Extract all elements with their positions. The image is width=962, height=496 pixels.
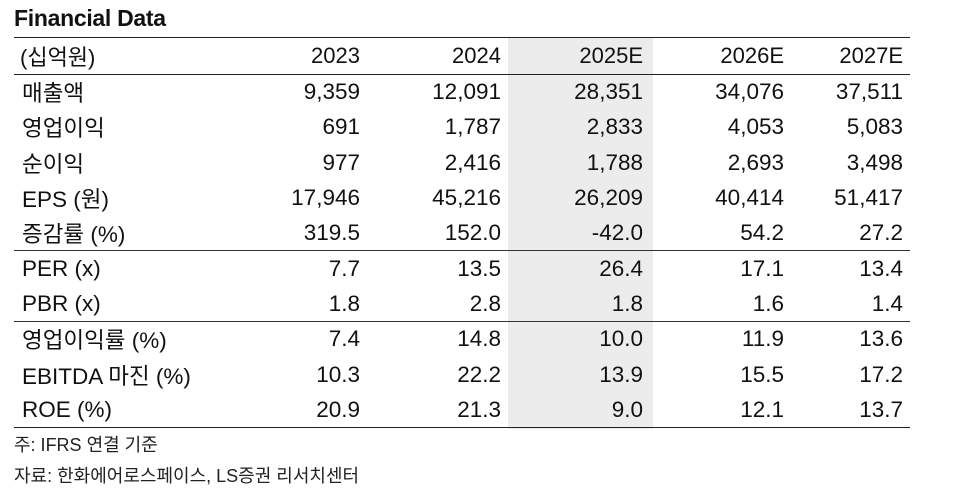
table-cell: 5,083 (846, 114, 903, 140)
table-cell: 319.5 (224, 215, 367, 252)
table-cell: 691 (322, 114, 360, 140)
table-cell: 20.9 (224, 392, 367, 428)
row-label: 순이익 (22, 151, 85, 177)
table-cell: 1,787 (444, 114, 501, 140)
row-label: PBR (x) (14, 286, 224, 323)
table-cell: 12.1 (650, 392, 791, 428)
table-row: EBITDA 마진 (%) 10.3 22.2 13.9 15.5 17.2 (14, 357, 910, 392)
table-cell: 45,216 (432, 185, 501, 211)
column-header: 2023 (224, 37, 367, 75)
table-cell: 3,498 (846, 149, 903, 175)
table-row: PER (x) 7.7 13.5 26.4 17.1 13.4 (14, 251, 910, 286)
table-row: 순이익 977 2,416 1,788 2,693 3,498 (14, 145, 910, 180)
table-cell: 2,416 (444, 149, 501, 175)
table-cell: 40,414 (715, 185, 784, 211)
table-cell: 13.4 (859, 255, 903, 281)
row-label: ROE (%) (14, 392, 224, 428)
table-cell: 37,511 (835, 79, 903, 105)
table-row: 매출액 9,359 12,091 28,351 34,076 37,511 (14, 75, 910, 110)
table-footnotes: 주: IFRS 연결 기준 자료: 한화에어로스페이스, LS증권 리서치센터 (14, 430, 359, 492)
column-header: 2025E (508, 37, 650, 75)
table-cell: -42.0 (508, 215, 650, 252)
row-label: 증감률 (%) (14, 215, 224, 252)
table-cell: 12,091 (432, 79, 501, 105)
table-cell: 17.1 (740, 255, 784, 281)
row-label: EPS (원) (22, 187, 109, 213)
table-cell: 2,833 (586, 114, 643, 140)
table-row: 영업이익 691 1,787 2,833 4,053 5,083 (14, 110, 910, 145)
table-cell: 15.5 (740, 361, 784, 387)
column-header: 2026E (650, 37, 791, 75)
table-row: 증감률 (%) 319.5 152.0 -42.0 54.2 27.2 (14, 215, 910, 252)
table-row: 영업이익률 (%) 7.4 14.8 10.0 11.9 13.6 (14, 322, 910, 357)
table-cell: 9,359 (303, 79, 360, 105)
table-cell: 17.2 (859, 361, 903, 387)
table-cell: 1.4 (791, 286, 910, 323)
table-cell: 2.8 (367, 286, 508, 323)
table-cell: 1,788 (586, 149, 643, 175)
unit-label: (십억원) (14, 37, 224, 75)
table-cell: 26,209 (574, 185, 643, 211)
row-label: 영업이익률 (%) (22, 328, 167, 354)
table-cell: 13.7 (791, 392, 910, 428)
table-cell: 152.0 (367, 215, 508, 252)
row-label: 영업이익 (22, 116, 105, 142)
table-cell: 7.7 (328, 255, 360, 281)
table-cell: 11.9 (741, 326, 784, 352)
table-title: Financial Data (14, 5, 166, 31)
table-cell: 13.5 (457, 255, 501, 281)
table-cell: 13.6 (859, 326, 903, 352)
table-cell: 51,417 (834, 185, 903, 211)
table-cell: 54.2 (650, 215, 791, 252)
table-cell: 7.4 (328, 326, 360, 352)
table-cell: 28,351 (574, 79, 643, 105)
table-cell: 17,946 (291, 185, 360, 211)
table-row: PBR (x) 1.8 2.8 1.8 1.6 1.4 (14, 286, 910, 323)
basis-note: 주: IFRS 연결 기준 (14, 435, 158, 455)
column-header: 2024 (367, 37, 508, 75)
table-cell: 10.3 (316, 361, 360, 387)
table-cell: 34,076 (715, 79, 784, 105)
source-note: 자료: 한화에어로스페이스, LS증권 리서치센터 (14, 466, 360, 486)
column-header: 2027E (791, 37, 910, 75)
table-cell: 22.2 (457, 361, 501, 387)
table-cell: 14.8 (457, 326, 501, 352)
table-cell: 26.4 (599, 255, 643, 281)
table-row: ROE (%) 20.9 21.3 9.0 12.1 13.7 (14, 392, 910, 428)
table-cell: 13.9 (599, 361, 643, 387)
table-cell: 4,053 (727, 114, 784, 140)
table-cell: 1.8 (508, 286, 650, 323)
financial-data-table: (십억원) 2023 2024 2025E 2026E 2027E 매출액 9,… (14, 37, 910, 428)
table-cell: 1.6 (650, 286, 791, 323)
table-cell: 27.2 (791, 215, 910, 252)
table-cell: 21.3 (367, 392, 508, 428)
table-header-row: (십억원) 2023 2024 2025E 2026E 2027E (14, 37, 910, 75)
table-cell: 1.8 (224, 286, 367, 323)
financial-table-container: (십억원) 2023 2024 2025E 2026E 2027E 매출액 9,… (14, 37, 910, 429)
row-label: 매출액 (22, 81, 85, 107)
table-cell: 10.0 (599, 326, 643, 352)
table-cell: 2,693 (727, 149, 784, 175)
row-label: PER (x) (22, 255, 101, 281)
row-label: EBITDA 마진 (%) (22, 363, 191, 389)
table-cell: 9.0 (508, 392, 650, 428)
table-row: EPS (원) 17,946 45,216 26,209 40,414 51,4… (14, 180, 910, 215)
table-cell: 977 (322, 149, 360, 175)
